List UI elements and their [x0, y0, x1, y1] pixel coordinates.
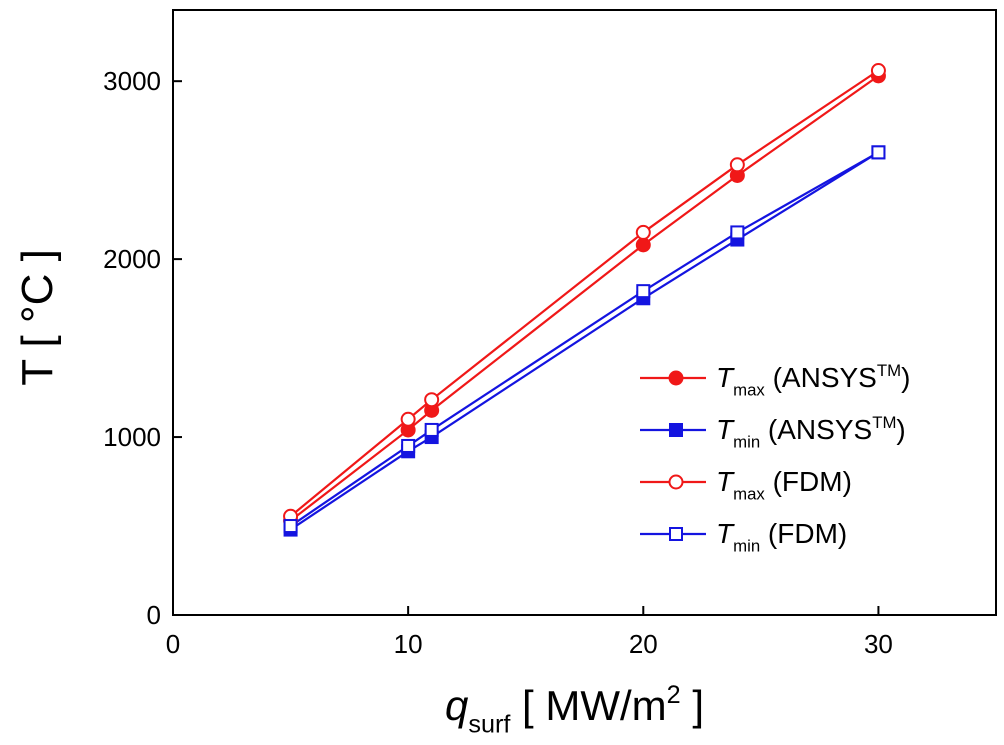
legend-label: Tmin (FDM) — [716, 518, 847, 555]
legend-marker — [668, 474, 684, 490]
y-tick-label: 1000 — [103, 422, 161, 452]
text-run: 2 — [667, 681, 681, 709]
x-axis-title: qsurf [ MW/m2 ] — [445, 681, 704, 738]
text-run: TM — [872, 413, 896, 432]
text-run: TM — [877, 361, 901, 380]
text-run: max — [733, 484, 765, 503]
text-run: [ MW/m — [510, 682, 666, 729]
series-line — [289, 151, 880, 531]
legend-label: Tmax (FDM) — [716, 466, 852, 503]
legend-label: Tmin (ANSYSTM) — [716, 413, 906, 452]
marker — [424, 422, 439, 437]
text-run: max — [733, 380, 765, 399]
legend-marker — [669, 423, 683, 437]
marker — [401, 438, 416, 453]
marker — [870, 63, 886, 78]
plot-frame — [172, 9, 997, 616]
legend-label: Tmax (ANSYSTM) — [716, 361, 910, 400]
marker — [636, 284, 651, 299]
text-run: T — [716, 362, 735, 393]
marker — [400, 411, 416, 427]
text-run: ] — [681, 682, 704, 729]
series-line — [289, 74, 880, 522]
text-run: surf — [468, 711, 511, 739]
legend-marker — [668, 370, 684, 386]
marker — [635, 237, 651, 253]
text-run: T [ °C ] — [13, 249, 62, 386]
text-run: (ANSYS — [765, 362, 877, 393]
x-tick-label: 0 — [166, 629, 180, 659]
text-run: min — [733, 432, 760, 451]
y-axis-title: T [ °C ] — [13, 249, 62, 386]
x-tick-label: 20 — [629, 629, 658, 659]
marker — [424, 392, 440, 408]
marker — [283, 519, 298, 534]
y-tick-label: 3000 — [103, 66, 161, 96]
text-run: ) — [901, 362, 910, 393]
x-tick-label: 10 — [394, 629, 423, 659]
text-run: (FDM) — [765, 466, 852, 497]
text-run: T — [716, 414, 735, 445]
text-run: min — [733, 536, 760, 555]
text-run: (FDM) — [760, 518, 847, 549]
marker — [729, 157, 745, 173]
series-line — [289, 69, 880, 518]
series-line — [289, 151, 879, 527]
text-run: ) — [896, 414, 905, 445]
text-run: T — [716, 466, 735, 497]
text-run: q — [445, 682, 469, 729]
marker — [871, 145, 886, 160]
text-run: (ANSYS — [760, 414, 872, 445]
marker — [730, 225, 745, 240]
x-tick-label: 30 — [864, 629, 893, 659]
marker — [635, 224, 651, 240]
y-tick-label: 2000 — [103, 244, 161, 274]
y-tick-label: 0 — [147, 600, 161, 630]
legend-marker — [669, 527, 683, 541]
text-run: T — [716, 518, 735, 549]
